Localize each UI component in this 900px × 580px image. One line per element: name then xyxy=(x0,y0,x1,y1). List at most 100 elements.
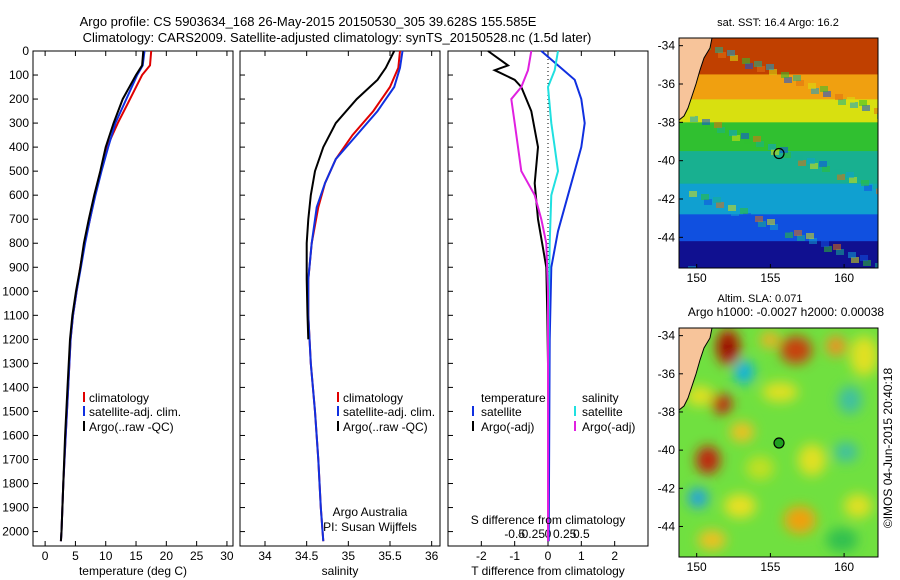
difference-top-tick-label: 0.25 xyxy=(553,527,577,541)
temperature-legend-satellite: satellite-adj. clim. xyxy=(89,405,181,419)
sst-cell xyxy=(822,166,830,172)
sst-cell xyxy=(692,196,700,202)
temperature-ytick-label: 1600 xyxy=(2,428,29,442)
temperature-ytick-label: 600 xyxy=(9,188,29,202)
salinity-legend-satellite: satellite-adj. clim. xyxy=(343,405,435,419)
sst-cell xyxy=(862,105,870,111)
sst-cell xyxy=(732,135,740,141)
temperature-xtick-label: 5 xyxy=(72,549,79,563)
sla-heatmap-features xyxy=(686,329,878,552)
sst-cell xyxy=(809,238,817,244)
sst-cell xyxy=(741,133,749,139)
sst-map-title: sat. SST: 16.4 Argo: 16.2 xyxy=(717,17,839,29)
sst-cell xyxy=(810,163,818,169)
sst-cell xyxy=(807,158,815,164)
salinity-annotation-1: Argo Australia xyxy=(333,505,408,519)
sst-cell xyxy=(730,55,738,61)
difference-xlabel-top: S difference from climatology xyxy=(471,513,626,527)
sst-band xyxy=(679,183,878,216)
temperature-xtick-label: 20 xyxy=(160,549,174,563)
difference-xtick-label: -1 xyxy=(509,549,520,563)
temperature-ytick-label: 1400 xyxy=(2,380,29,394)
sst-xtick-label: 150 xyxy=(687,271,707,285)
difference-series-t-satellite xyxy=(540,50,586,542)
sst-cell xyxy=(717,127,725,133)
sst-cell xyxy=(754,61,762,67)
sst-cell xyxy=(793,75,801,81)
temperature-ytick-label: 100 xyxy=(9,68,29,82)
sst-ytick-label: -42 xyxy=(658,192,676,206)
salinity-legend-climatology: climatology xyxy=(343,391,403,405)
sst-cell xyxy=(758,221,766,227)
salinity-annotation-2: PI: Susan Wijffels xyxy=(323,520,417,534)
sla-ytick-label: -38 xyxy=(658,405,676,419)
salinity-series-satellite-adj-clim- xyxy=(307,50,404,542)
sst-cell xyxy=(756,141,764,147)
sst-cell xyxy=(782,227,790,233)
sla-ytick-label: -36 xyxy=(658,367,676,381)
sst-cell xyxy=(713,197,721,203)
temperature-ytick-label: 1000 xyxy=(2,284,29,298)
difference-legend: temperature satellite Argo(-adj) salinit… xyxy=(472,391,635,434)
sst-cell xyxy=(753,136,761,142)
sst-cell xyxy=(744,138,752,144)
salinity-xtick-label: 34.5 xyxy=(295,549,319,563)
difference-xtick-label: -2 xyxy=(476,549,487,563)
sst-cell xyxy=(846,172,854,178)
temperature-xtick-label: 15 xyxy=(129,549,143,563)
sst-cell xyxy=(704,199,712,205)
header-line-2: Climatology: CARS2009. Satellite-adjuste… xyxy=(83,30,592,45)
sst-ytick-label: -36 xyxy=(658,77,676,91)
difference-axis-ticks: -2 -1 0 1 2-0.5-0.25 0 0.250.5 xyxy=(448,50,618,563)
salinity-xlabel: salinity xyxy=(322,564,359,578)
temperature-legend: climatology satellite-adj. clim. Argo(..… xyxy=(83,391,181,434)
salinity-legend: climatology satellite-adj. clim. Argo(..… xyxy=(337,391,435,434)
sst-cell xyxy=(702,119,710,125)
salinity-xtick-label: 35.5 xyxy=(378,549,402,563)
sst-cell xyxy=(876,188,878,194)
temperature-ytick-label: 1200 xyxy=(2,332,29,346)
sst-cell xyxy=(766,64,774,70)
sst-cell xyxy=(823,91,831,97)
sst-band xyxy=(679,38,878,76)
temperature-ytick-label: 1500 xyxy=(2,404,29,418)
sla-xtick-label: 150 xyxy=(687,560,707,574)
sst-cell xyxy=(796,80,804,86)
sst-cell xyxy=(740,208,748,214)
difference-top-tick-label: -0.5 xyxy=(504,527,525,541)
sst-cell xyxy=(837,174,845,180)
sla-map-frame xyxy=(678,327,879,558)
temperature-ytick-label: 900 xyxy=(9,260,29,274)
temperature-plot-frame xyxy=(32,50,234,547)
sst-xtick-label: 160 xyxy=(834,271,854,285)
sst-cell xyxy=(783,152,791,158)
sst-ytick-label: -38 xyxy=(658,115,676,129)
salinity-xtick-label: 35 xyxy=(342,549,356,563)
sst-cell xyxy=(688,266,696,268)
temperature-legend-climatology: climatology xyxy=(89,391,149,405)
sst-cell xyxy=(687,111,695,117)
salinity-series-climatology xyxy=(307,50,401,542)
sst-cell xyxy=(875,263,878,268)
sst-cell xyxy=(859,100,867,106)
sst-cell xyxy=(806,233,814,239)
sst-cell xyxy=(794,230,802,236)
sst-heatmap xyxy=(679,38,878,268)
sst-ytick-label: -34 xyxy=(658,39,676,53)
imos-timestamp-label: ©IMOS 04-Jun-2015 20:40:18 xyxy=(881,368,895,529)
sst-cell xyxy=(836,249,844,255)
sla-land xyxy=(679,328,713,411)
sst-cell xyxy=(745,63,753,69)
salinity-axis-ticks: 34 34.5 35 35.5 36 xyxy=(240,50,439,563)
salinity-series-argo-raw-qc- xyxy=(305,50,396,340)
difference-xlabel: T difference from climatology xyxy=(471,564,625,578)
temperature-ytick-label: 2000 xyxy=(2,525,29,539)
difference-top-tick-label: 0.5 xyxy=(573,527,590,541)
temperature-legend-argo: Argo(..raw -QC) xyxy=(89,420,174,434)
sst-cell xyxy=(716,202,724,208)
sst-cell xyxy=(873,183,878,189)
temperature-xtick-label: 0 xyxy=(42,549,49,563)
difference-top-tick-label: -0.25 xyxy=(518,527,546,541)
sst-xtick-label: 155 xyxy=(760,271,780,285)
